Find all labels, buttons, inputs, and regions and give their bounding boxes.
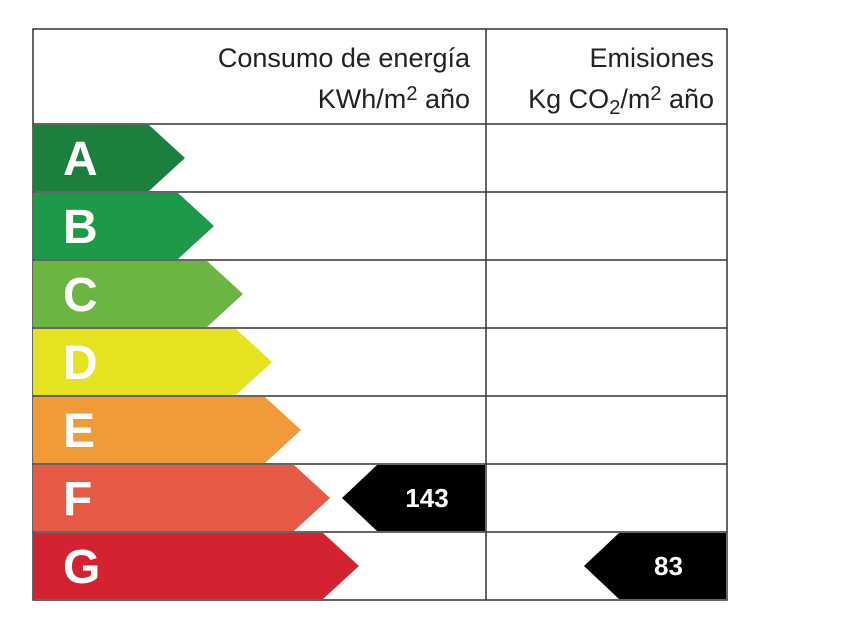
emissions-indicator <box>584 533 726 599</box>
emissions-value: 83 <box>654 551 683 581</box>
energy-title: Consumo de energía <box>217 43 470 73</box>
emissions-header: Emisiones Kg CO2/m2 año <box>488 40 714 126</box>
class-arrow-f <box>33 465 330 531</box>
class-letter-a: A <box>63 133 98 186</box>
class-letter-f: F <box>63 473 92 526</box>
class-arrow-e <box>33 397 301 463</box>
class-letter-d: D <box>63 337 98 390</box>
energy-value: 143 <box>405 483 448 513</box>
energy-unit: KWh/m2 año <box>40 76 470 117</box>
emissions-unit-exponent: 2 <box>650 83 662 105</box>
class-arrow-g <box>33 533 359 599</box>
energy-header: Consumo de energía KWh/m2 año <box>40 40 470 117</box>
energy-unit-text: KWh/m <box>317 84 407 114</box>
emissions-unit-mid: /m <box>620 84 651 114</box>
class-letter-g: G <box>63 541 100 594</box>
energy-unit-exponent: 2 <box>406 83 418 105</box>
emissions-title: Emisiones <box>589 43 714 73</box>
emissions-unit: Kg CO2/m2 año <box>488 76 714 126</box>
emissions-unit-suffix: año <box>661 84 714 114</box>
class-arrow-c <box>33 261 243 327</box>
emissions-unit-text: Kg CO <box>528 84 610 114</box>
class-letter-b: B <box>63 201 98 254</box>
class-arrow-a <box>33 125 185 191</box>
emissions-unit-subscript: 2 <box>609 97 621 119</box>
energy-unit-suffix: año <box>417 84 470 114</box>
energy-indicator <box>342 465 485 531</box>
class-arrow-b <box>33 193 214 259</box>
class-letter-e: E <box>63 405 95 458</box>
class-arrow-d <box>33 329 272 395</box>
class-letter-c: C <box>63 269 98 322</box>
